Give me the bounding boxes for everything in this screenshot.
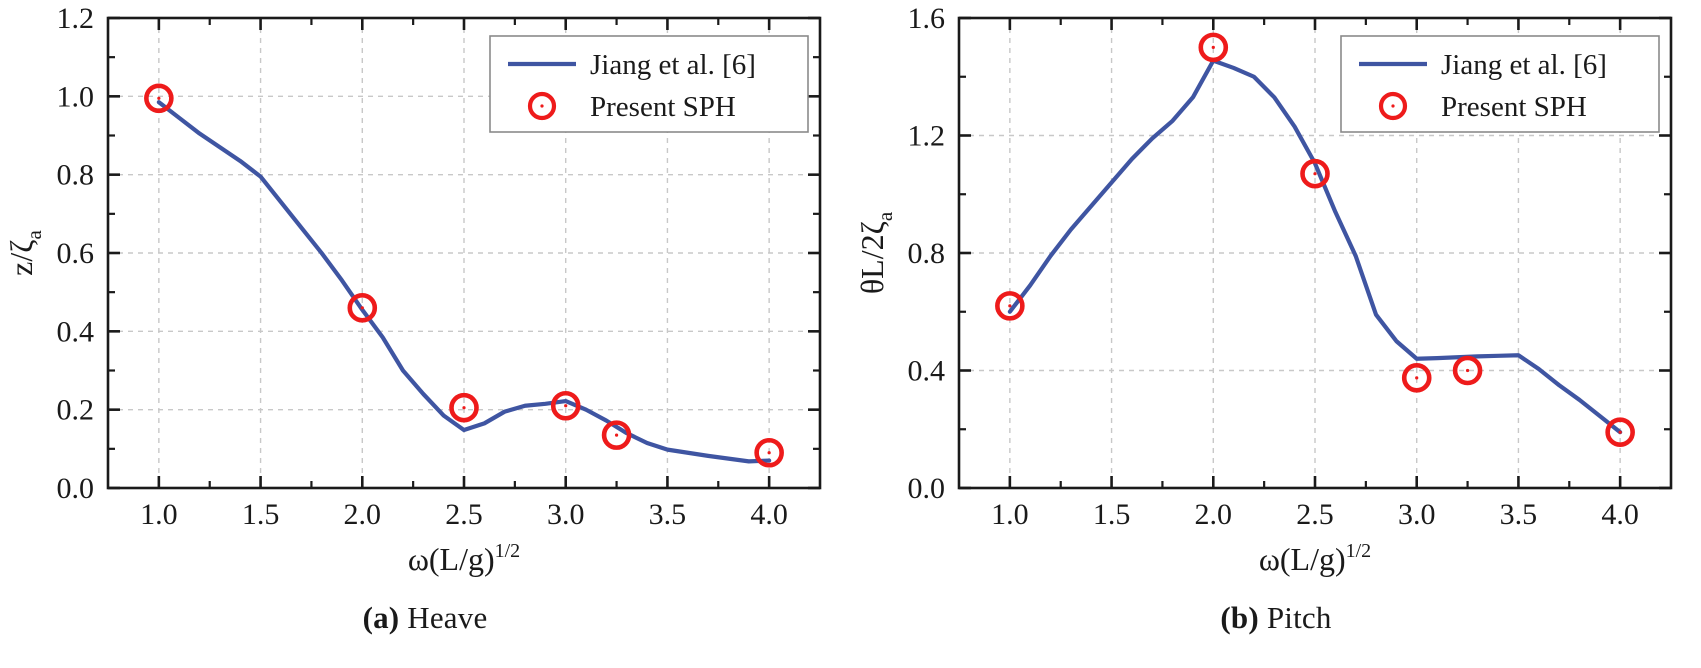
x-tick-label: 4.0 bbox=[1601, 498, 1639, 531]
series-marker-present-sph bbox=[601, 420, 632, 450]
x-tick-label: 3.5 bbox=[1500, 498, 1538, 531]
y-tick-label: 1.0 bbox=[57, 80, 95, 113]
x-axis-title: ω(L/g)1/2 bbox=[408, 540, 520, 577]
marker-center-dot bbox=[157, 96, 161, 100]
y-tick-label: 0.0 bbox=[57, 472, 95, 505]
marker-ring bbox=[1300, 158, 1330, 189]
marker-ring bbox=[449, 392, 479, 423]
marker-ring bbox=[1452, 355, 1483, 386]
panel-caption-tag: (a) bbox=[362, 600, 400, 635]
chart-panel-heave: 1.0 1.5 2.0 2.5 3.0 3.5 4.0 0.0 0.2 0.4 0.6 0.8 1.0 1… bbox=[0, 0, 850, 668]
y-tick-label: 0.2 bbox=[57, 394, 95, 427]
series-marker-present-sph bbox=[1198, 32, 1229, 63]
x-axis-title: ω(L/g)1/2 bbox=[1259, 540, 1371, 577]
series-line-jiang bbox=[156, 100, 772, 464]
marker-center-dot bbox=[1465, 368, 1470, 373]
y-axis-title-subscript: a bbox=[873, 211, 897, 221]
marker-ring bbox=[144, 83, 174, 114]
marker-ring bbox=[550, 390, 581, 421]
legend-label: Jiang et al. [6] bbox=[590, 49, 756, 81]
panel-caption-tag: (b) bbox=[1220, 600, 1259, 635]
x-tick-label: 4.0 bbox=[750, 498, 788, 531]
plot-content-pitch: 1.0 1.5 2.0 2.5 3.0 3.5 4.0 0.0 0.4 0.8 1.2 1.6 ω(L/… bbox=[854, 2, 1673, 577]
marker-center-dot bbox=[564, 404, 568, 408]
legend-swatch-marker-dot bbox=[540, 104, 544, 108]
x-tick-label: 1.0 bbox=[991, 498, 1029, 531]
marker-ring bbox=[1401, 363, 1432, 393]
panel-caption-pitch: (b) Pitch bbox=[851, 600, 1701, 636]
marker-ring bbox=[754, 437, 784, 468]
legend-label: Present SPH bbox=[1441, 91, 1587, 123]
legend-swatch-marker bbox=[527, 91, 557, 121]
legend-swatch-marker-dot bbox=[1391, 104, 1395, 108]
marker-center-dot bbox=[360, 306, 364, 310]
y-tick-label: 1.6 bbox=[908, 2, 946, 35]
x-tick-label: 3.0 bbox=[547, 498, 585, 531]
marker-center-dot bbox=[614, 433, 619, 437]
marker-ring bbox=[601, 420, 632, 450]
marker-center-dot bbox=[1618, 430, 1622, 434]
legend: Jiang et al. [6] Present SPH bbox=[489, 35, 809, 133]
panel-caption-text: Heave bbox=[407, 600, 488, 635]
x-tick-label: 1.5 bbox=[1093, 498, 1131, 531]
series-marker-present-sph bbox=[144, 83, 174, 114]
y-tick-label: 0.6 bbox=[57, 237, 95, 270]
plot-svg-heave: 1.0 1.5 2.0 2.5 3.0 3.5 4.0 0.0 0.2 0.4 0.6 0.8 1.0 1… bbox=[3, 2, 822, 577]
panel-caption-text: Pitch bbox=[1266, 600, 1332, 635]
plot-content-heave: 1.0 1.5 2.0 2.5 3.0 3.5 4.0 0.0 0.2 0.4 0.6 0.8 1.0 1… bbox=[3, 2, 822, 577]
legend-swatch-marker bbox=[1378, 91, 1408, 121]
x-tick-label: 2.0 bbox=[1195, 498, 1233, 531]
x-axis-title-base: ω(L/g) bbox=[1259, 541, 1346, 577]
series-marker-present-sph bbox=[754, 437, 784, 468]
legend-label: Jiang et al. [6] bbox=[1441, 49, 1607, 81]
y-tick-label: 0.8 bbox=[57, 159, 95, 192]
y-axis-title-base: z/ζ bbox=[3, 239, 39, 275]
y-tick-label: 0.4 bbox=[57, 315, 95, 348]
marker-ring bbox=[1605, 417, 1635, 447]
series-marker-present-sph bbox=[347, 293, 378, 323]
series-marker-present-sph bbox=[1605, 417, 1635, 447]
x-tick-label: 3.5 bbox=[649, 498, 687, 531]
series-marker-present-sph bbox=[995, 291, 1025, 321]
y-tick-label: 0.4 bbox=[908, 355, 946, 388]
series-marker-present-sph bbox=[449, 392, 479, 423]
x-tick-label: 1.5 bbox=[242, 498, 280, 531]
legend: Jiang et al. [6] Present SPH bbox=[1340, 35, 1660, 133]
marker-ring bbox=[1198, 32, 1229, 63]
marker-center-dot bbox=[1008, 304, 1012, 308]
series-marker-present-sph bbox=[550, 390, 581, 421]
series-marker-present-sph bbox=[1452, 355, 1483, 386]
marker-ring bbox=[347, 293, 378, 323]
panel-caption-heave: (a) Heave bbox=[0, 600, 850, 636]
y-axis-title: z/ζa bbox=[3, 229, 46, 275]
series-marker-present-sph bbox=[1300, 158, 1330, 189]
marker-center-dot bbox=[1313, 172, 1317, 176]
x-tick-label: 2.5 bbox=[1296, 498, 1334, 531]
y-tick-label: 0.8 bbox=[908, 237, 946, 270]
x-tick-label: 2.5 bbox=[445, 498, 483, 531]
y-axis-title: θL/2ζa bbox=[854, 211, 897, 294]
x-axis-title-exponent: 1/2 bbox=[495, 540, 521, 562]
marker-ring bbox=[995, 291, 1025, 321]
chart-panel-pitch: 1.0 1.5 2.0 2.5 3.0 3.5 4.0 0.0 0.4 0.8 1.2 1.6 ω(L/… bbox=[851, 0, 1701, 668]
x-axis-title-exponent: 1/2 bbox=[1346, 540, 1372, 562]
series-marker-present-sph bbox=[1401, 363, 1432, 393]
legend-label: Present SPH bbox=[590, 91, 736, 123]
y-axis-title-base: θL/2ζ bbox=[854, 221, 890, 294]
marker-center-dot bbox=[767, 451, 771, 455]
marker-center-dot bbox=[1415, 376, 1419, 380]
marker-center-dot bbox=[1211, 45, 1215, 49]
y-axis-title-subscript: a bbox=[22, 229, 46, 239]
x-tick-label: 1.0 bbox=[140, 498, 178, 531]
y-tick-label: 1.2 bbox=[908, 120, 946, 153]
x-tick-label: 3.0 bbox=[1398, 498, 1436, 531]
plot-svg-pitch: 1.0 1.5 2.0 2.5 3.0 3.5 4.0 0.0 0.4 0.8 1.2 1.6 ω(L/… bbox=[854, 2, 1673, 577]
x-tick-label: 2.0 bbox=[344, 498, 382, 531]
x-axis-title-base: ω(L/g) bbox=[408, 541, 495, 577]
y-tick-label: 0.0 bbox=[908, 472, 946, 505]
marker-center-dot bbox=[462, 406, 466, 410]
y-tick-label: 1.2 bbox=[57, 2, 95, 35]
